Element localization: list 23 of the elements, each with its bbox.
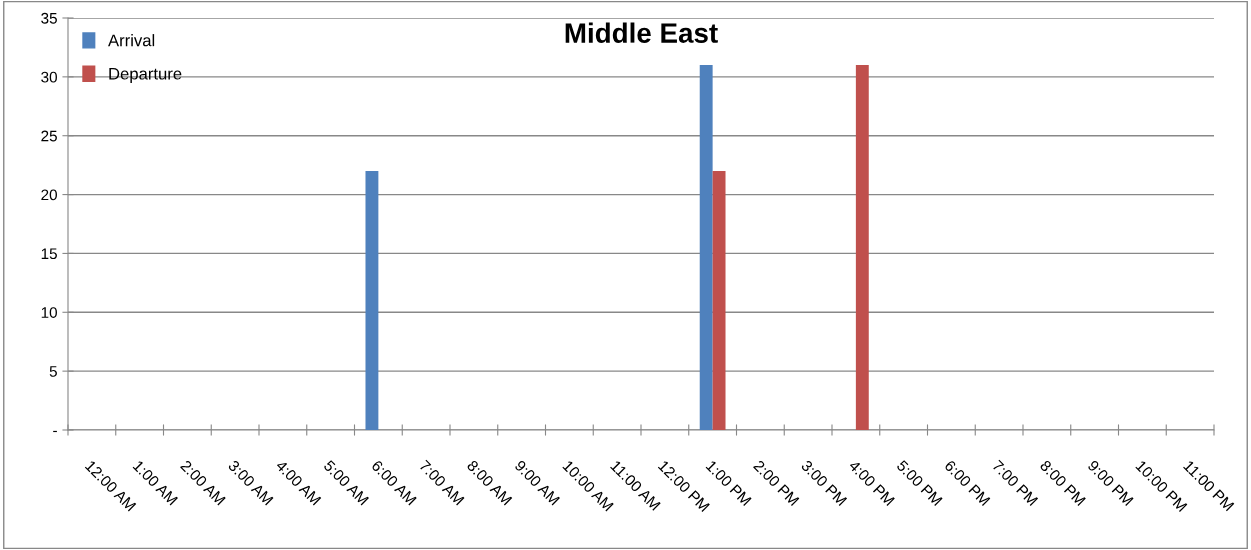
y-tick-label: 20	[41, 189, 57, 201]
x-tick-label: 3:00 AM	[227, 459, 274, 506]
x-tick-label: 8:00 AM	[466, 459, 513, 506]
y-tick-label: 15	[41, 248, 57, 260]
x-tick-label: 4:00 PM	[848, 459, 895, 507]
x-tick-label: 2:00 PM	[752, 459, 800, 507]
y-tick-label: 25	[41, 130, 57, 142]
x-tick-label: 3:00 PM	[800, 459, 848, 507]
y-tick-label: 35	[41, 12, 57, 24]
x-tick-label: 9:00 AM	[514, 459, 561, 506]
y-tick-label: 10	[41, 307, 57, 318]
x-tick-label: 6:00 PM	[943, 459, 991, 507]
y-tick-label: 5	[49, 366, 57, 377]
x-tick-label: 9:00 PM	[1087, 459, 1134, 507]
x-tick-label: 2:00 AM	[179, 459, 226, 506]
y-tick-label: -	[53, 430, 57, 433]
y-tick-label: 30	[41, 71, 57, 83]
x-tick-label: 6:00 AM	[370, 459, 417, 506]
x-tick-label: 4:00 AM	[275, 459, 322, 506]
legend-label: Departure	[109, 67, 182, 83]
x-tick-label: 8:00 PM	[1039, 459, 1086, 507]
chart-title: Middle East	[565, 22, 718, 43]
legend-label: Arrival	[108, 34, 155, 47]
